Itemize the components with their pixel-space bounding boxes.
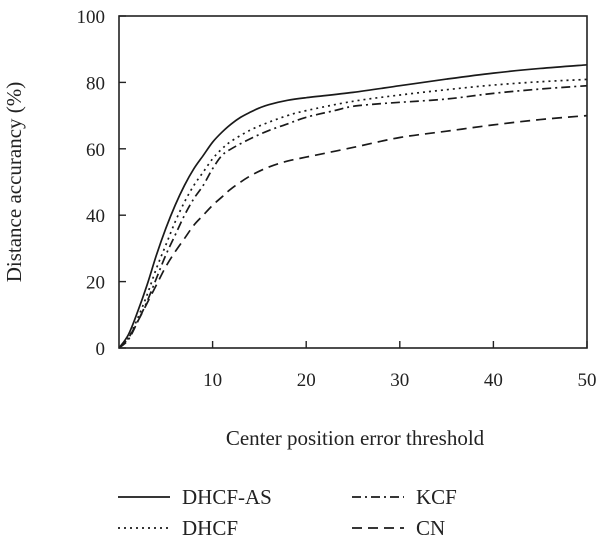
series-line-kcf bbox=[118, 84, 588, 349]
legend: DHCF-AS DHCF KCF CN bbox=[118, 485, 457, 540]
y-tick-label: 80 bbox=[86, 73, 105, 94]
legend-label-kcf: KCF bbox=[416, 485, 457, 509]
legend-label-dhcf-as: DHCF-AS bbox=[182, 485, 272, 509]
y-tick-label: 0 bbox=[96, 339, 106, 360]
series-line-dhcf-as bbox=[118, 63, 588, 349]
x-tick-label: 40 bbox=[484, 370, 503, 391]
series-line-cn bbox=[118, 114, 588, 349]
y-tick-label: 100 bbox=[77, 7, 106, 28]
legend-label-cn: CN bbox=[416, 516, 445, 540]
axis-ticks: 0 20 40 60 80 100 10 20 30 40 50 bbox=[77, 7, 597, 391]
x-tick-label: 30 bbox=[390, 370, 409, 391]
series-line-dhcf bbox=[118, 78, 588, 349]
legend-label-dhcf: DHCF bbox=[182, 516, 238, 540]
y-tick-label: 60 bbox=[86, 140, 105, 161]
x-axis-title: Center position error threshold bbox=[226, 426, 485, 450]
series-lines bbox=[118, 63, 588, 349]
plot-frame bbox=[118, 15, 588, 349]
y-axis-title: Distance accurancy (%) bbox=[2, 82, 26, 283]
x-tick-label: 50 bbox=[578, 370, 597, 391]
x-tick-label: 10 bbox=[203, 370, 222, 391]
y-tick-label: 40 bbox=[86, 206, 105, 227]
x-tick-label: 20 bbox=[297, 370, 316, 391]
y-tick-label: 20 bbox=[86, 273, 105, 294]
